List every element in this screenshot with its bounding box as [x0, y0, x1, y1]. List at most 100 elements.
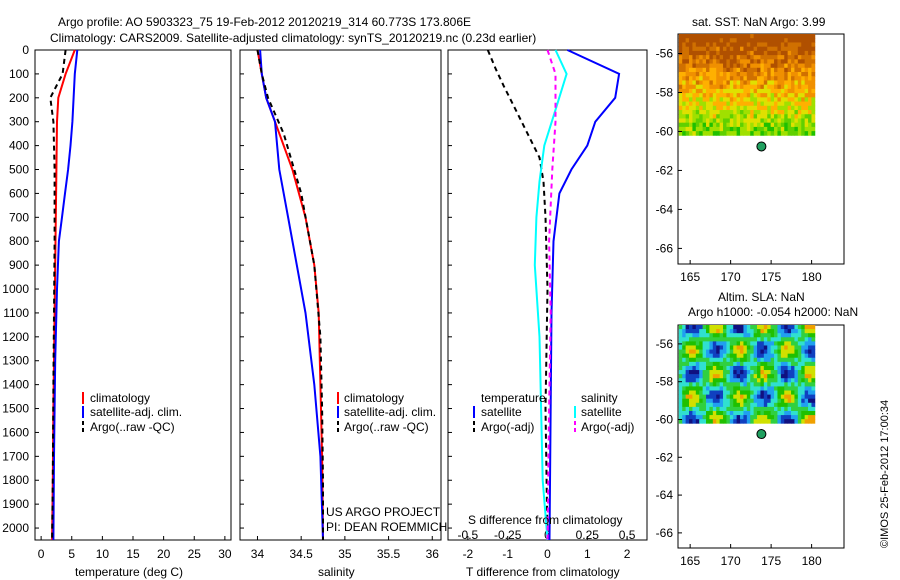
heatmap-cell [699, 390, 704, 395]
heatmap-cell [791, 93, 795, 98]
heatmap-cell [767, 370, 772, 375]
heatmap-cell [743, 97, 748, 102]
heatmap-cell [811, 34, 816, 39]
heatmap-cell [760, 402, 765, 408]
heatmap-cell [706, 76, 710, 81]
heatmap-cell [794, 357, 799, 363]
heatmap-cell [689, 349, 693, 355]
heatmap-cell [733, 345, 738, 350]
heatmap-cell [797, 325, 802, 330]
heatmap-cell [808, 97, 812, 102]
heatmap-cell [791, 378, 795, 383]
heatmap-cell [743, 410, 748, 416]
heatmap-cell [692, 114, 697, 119]
heatmap-cell [804, 114, 809, 119]
heatmap-cell [736, 345, 741, 350]
heatmap-cell [750, 93, 755, 98]
heatmap-cell [811, 378, 816, 383]
heatmap-cell [733, 72, 738, 77]
heatmap-cell [780, 341, 785, 346]
heatmap-cell [767, 42, 772, 48]
heatmap-cell [767, 378, 772, 383]
heatmap-cell [709, 374, 714, 379]
pi-annotation: PI: DEAN ROEMMICH [326, 520, 447, 534]
heatmap-cell [780, 67, 785, 73]
y-tick-label: -56 [656, 337, 674, 351]
heatmap-cell [808, 93, 812, 98]
heatmap-cell [740, 325, 744, 330]
heatmap-cell [699, 365, 704, 371]
heatmap-cell [733, 329, 738, 334]
heatmap-cell [692, 76, 697, 81]
heatmap-cell [777, 110, 782, 115]
heatmap-cell [801, 386, 806, 391]
heatmap-cell [706, 370, 710, 375]
heatmap-cell [797, 353, 802, 359]
y-tick-label: -62 [656, 163, 674, 177]
x-tick-label: 0 [38, 547, 45, 561]
heatmap-cell [740, 101, 744, 107]
heatmap-cell [787, 341, 792, 346]
heatmap-cell [689, 410, 693, 416]
heatmap-cell [678, 386, 683, 391]
heatmap-cell [757, 84, 761, 90]
heatmap-cell [729, 398, 734, 404]
heatmap-cell [808, 84, 812, 90]
heatmap-cell [702, 394, 707, 400]
heatmap-cell [712, 345, 717, 350]
heatmap-cell [723, 59, 727, 64]
heatmap-cell [808, 126, 812, 132]
salinity-yaxis [240, 49, 244, 529]
heatmap-cell [678, 329, 683, 334]
heatmap-cell [750, 357, 755, 363]
heatmap-cell [774, 118, 778, 124]
heatmap-cell [767, 55, 772, 60]
heatmap-cell [801, 88, 806, 94]
heatmap-cell [709, 67, 714, 73]
heatmap-cell [784, 63, 789, 69]
heatmap-cell [760, 357, 765, 363]
heatmap-cell [774, 126, 778, 132]
heatmap-cell [791, 349, 795, 355]
heatmap-cell [709, 59, 714, 64]
heatmap-cell [699, 329, 704, 334]
heatmap-cell [716, 38, 721, 43]
heatmap-cell [709, 378, 714, 383]
heatmap-cell [753, 114, 758, 119]
heatmap-cell [685, 72, 690, 77]
heatmap-cell [726, 38, 731, 43]
heatmap-cell [808, 325, 812, 330]
heatmap-cell [763, 402, 768, 408]
heatmap-cell [743, 105, 748, 111]
temperature-xlabel: temperature (deg C) [75, 565, 183, 579]
heatmap-cell [740, 63, 744, 69]
heatmap-cell [801, 34, 806, 39]
heatmap-cell [702, 101, 707, 107]
heatmap-cell [726, 390, 731, 395]
heatmap-cell [774, 63, 778, 69]
s-tick-label: -0.25 [494, 528, 522, 542]
heatmap-cell [767, 126, 772, 132]
heatmap-cell [709, 80, 714, 86]
heatmap-cell [736, 398, 741, 404]
heatmap-cell [746, 357, 751, 363]
heatmap-cell [740, 118, 744, 124]
heatmap-cell [736, 84, 741, 90]
heatmap-cell [716, 101, 721, 107]
heatmap-cell [774, 390, 778, 395]
sla-map-axes: 165 170 175 180-56-58-60-62-64-66 [656, 337, 822, 568]
series-line-satellite-adj-clim- [52, 49, 79, 541]
heatmap-cell [702, 55, 707, 60]
heatmap-cell [709, 353, 714, 359]
heatmap-cell [787, 419, 792, 424]
heatmap-cell [695, 88, 700, 94]
heatmap-cell [794, 80, 799, 86]
heatmap-cell [695, 361, 700, 367]
heatmap-cell [729, 101, 734, 107]
heatmap-cell [750, 101, 755, 107]
heatmap-cell [692, 88, 697, 94]
heatmap-cell [685, 84, 690, 90]
heatmap-cell [716, 370, 721, 375]
heatmap-cell [709, 34, 714, 39]
heatmap-cell [750, 394, 755, 400]
